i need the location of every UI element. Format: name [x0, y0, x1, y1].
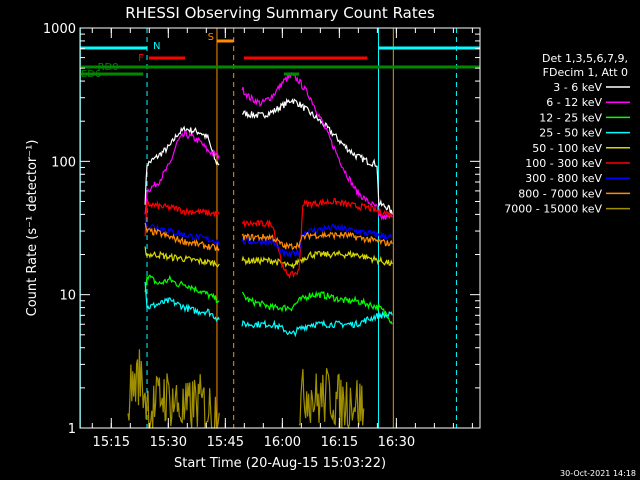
series-line	[241, 197, 393, 280]
legend-entry-label: 50 - 100 keV	[532, 142, 602, 155]
legend-entry-label: 3 - 6 keV	[553, 81, 602, 94]
chart-title: RHESSI Observing Summary Count Rates	[125, 4, 435, 22]
flag-label: ED6	[81, 69, 101, 80]
legend-header: Det 1,3,5,6,7,9,	[542, 52, 628, 65]
series-line	[144, 130, 220, 215]
series-line	[241, 223, 393, 258]
series-line	[298, 368, 365, 430]
y-tick-label: 100	[51, 155, 76, 170]
series-line	[241, 310, 393, 338]
series-line	[241, 290, 393, 325]
flag-label: S	[208, 32, 214, 43]
x-tick-label: 15:30	[150, 435, 187, 450]
plot-frame	[79, 27, 481, 429]
x-axis-label: Start Time (20-Aug-15 15:03:22)	[174, 456, 386, 471]
series-line	[144, 200, 220, 237]
legend-entry-label: 25 - 50 keV	[539, 127, 602, 140]
x-tick-label: 16:00	[264, 435, 301, 450]
series-line	[241, 230, 393, 250]
x-tick-label: 16:30	[378, 435, 415, 450]
legend: Det 1,3,5,6,7,9,FDecim 1, Att 0 3 - 6 keV…	[504, 52, 630, 216]
series-line	[144, 246, 220, 268]
x-tick-label: 16:15	[321, 435, 358, 450]
flag-label: RD0	[98, 62, 119, 73]
legend-entry-label: 100 - 300 keV	[525, 157, 602, 170]
x-tick-label: 15:45	[207, 435, 244, 450]
legend-entry-label: 12 - 25 keV	[539, 111, 602, 124]
series-line	[144, 281, 220, 322]
legend-entry-label: 800 - 7000 keV	[518, 187, 602, 200]
footer-date: 30-Oct-2021 14:18	[560, 469, 636, 478]
axes: 1 10 100 1000 15:15 15:30 15:45 16:00 16:15 16:30	[43, 22, 481, 450]
legend-entry-label: 6 - 12 keV	[546, 96, 602, 109]
y-tick-label: 1	[68, 422, 76, 437]
plot-area	[79, 28, 457, 430]
series-line	[241, 249, 393, 269]
series-line	[144, 125, 220, 205]
series-line	[241, 97, 393, 215]
flag-label: N	[153, 41, 160, 52]
legend-entry-label: 7000 - 15000 keV	[504, 203, 602, 216]
legend-entry-label: 300 - 800 keV	[525, 172, 602, 185]
series-line	[144, 274, 220, 304]
series-line	[127, 349, 220, 429]
x-tick-label: 15:15	[93, 435, 130, 450]
y-tick-label: 1000	[43, 22, 76, 37]
y-tick-label: 10	[59, 289, 76, 304]
flag-label: F	[138, 53, 144, 64]
legend-header: FDecim 1, Att 0	[543, 66, 628, 79]
series-line	[144, 218, 220, 246]
series-line	[144, 222, 220, 252]
y-axis-label: Count Rate (s⁻¹ detector⁻¹)	[25, 140, 40, 317]
series-line	[241, 71, 393, 221]
